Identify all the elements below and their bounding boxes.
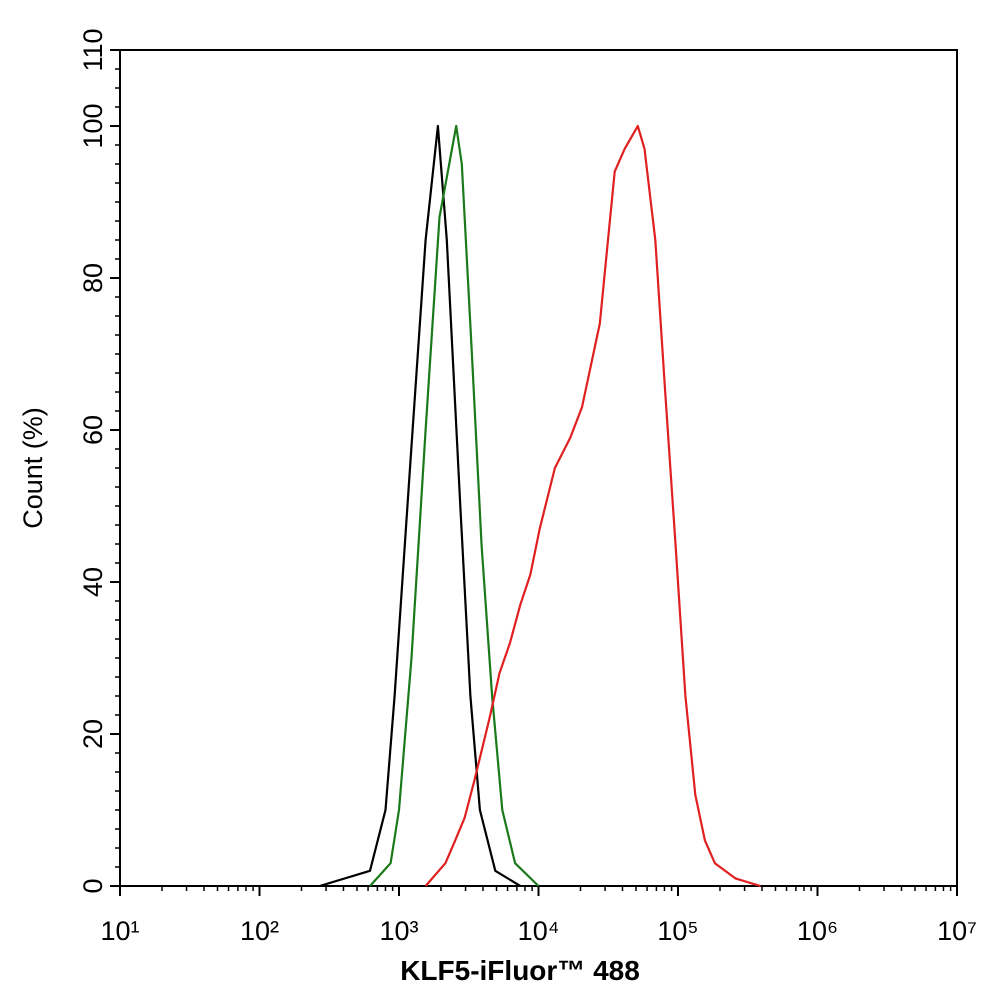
histogram-line [424,124,761,888]
y-tick-label: 80 [78,263,108,293]
y-tick-label: 110 [78,28,108,71]
histogram-line [369,124,540,887]
plot-frame [119,49,958,887]
x-tick-label: 10³ [379,916,418,946]
x-tick-label: 10² [240,916,279,946]
y-tick-label: 100 [78,103,108,148]
x-tick-label: 10⁷ [937,916,977,946]
histogram-line [319,124,521,888]
x-tick-label: 10⁵ [657,916,698,946]
y-tick-label: 0 [78,878,108,893]
x-tick-label: 10¹ [100,916,139,946]
x-tick-label: 10⁶ [797,916,838,946]
x-tick-label: 10⁴ [518,916,560,946]
y-tick-label: 60 [78,415,108,445]
y-axis-label: Count (%) [18,407,48,529]
x-axis-label: KLF5-iFluor™ 488 [400,955,640,986]
y-tick-label: 40 [78,567,108,597]
y-tick-label: 20 [78,719,108,749]
